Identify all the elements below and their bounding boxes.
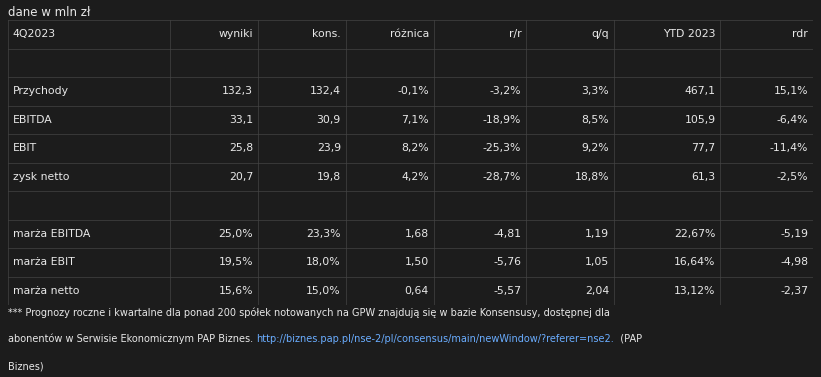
Text: (PAP: (PAP [614,334,642,344]
Text: różnica: różnica [389,29,429,39]
Text: 15,1%: 15,1% [773,86,808,96]
Text: zysk netto: zysk netto [13,172,69,182]
Text: 19,8: 19,8 [317,172,341,182]
Text: -25,3%: -25,3% [483,143,521,153]
Text: marża EBIT: marża EBIT [13,257,75,267]
Text: 25,8: 25,8 [229,143,253,153]
Text: 2,04: 2,04 [585,286,609,296]
Text: rdr: rdr [792,29,808,39]
Text: *** Prognozy roczne i kwartalne dla ponad 200 spółek notowanych na GPW znajdują : *** Prognozy roczne i kwartalne dla pona… [8,307,610,318]
Text: -3,2%: -3,2% [490,86,521,96]
Text: 23,3%: 23,3% [306,229,341,239]
Text: 15,0%: 15,0% [306,286,341,296]
Text: -2,5%: -2,5% [777,172,808,182]
Text: 105,9: 105,9 [685,115,716,125]
Text: 4,2%: 4,2% [401,172,429,182]
Text: -5,19: -5,19 [780,229,808,239]
Text: 8,2%: 8,2% [401,143,429,153]
Text: -5,57: -5,57 [493,286,521,296]
Text: EBITDA: EBITDA [13,115,53,125]
Text: -5,76: -5,76 [493,257,521,267]
Text: 19,5%: 19,5% [218,257,253,267]
Text: 16,64%: 16,64% [674,257,716,267]
Text: 61,3: 61,3 [691,172,716,182]
Text: -4,98: -4,98 [780,257,808,267]
Text: 132,4: 132,4 [310,86,341,96]
Text: -6,4%: -6,4% [777,115,808,125]
Text: 132,3: 132,3 [222,86,253,96]
Text: 9,2%: 9,2% [581,143,609,153]
Text: http://biznes.pap.pl/nse-2/pl/consensus/main/newWindow/?referer=nse2.: http://biznes.pap.pl/nse-2/pl/consensus/… [256,334,614,344]
Text: -28,7%: -28,7% [483,172,521,182]
Text: 3,3%: 3,3% [581,86,609,96]
Text: -2,37: -2,37 [780,286,808,296]
Text: 8,5%: 8,5% [581,115,609,125]
Text: 33,1: 33,1 [229,115,253,125]
Text: EBIT: EBIT [13,143,37,153]
Text: 18,8%: 18,8% [575,172,609,182]
Text: Przychody: Przychody [13,86,69,96]
Text: 7,1%: 7,1% [401,115,429,125]
Text: 1,68: 1,68 [405,229,429,239]
Text: 18,0%: 18,0% [306,257,341,267]
Text: 4Q2023: 4Q2023 [13,29,56,39]
Text: wyniki: wyniki [218,29,253,39]
Text: 0,64: 0,64 [405,286,429,296]
Text: r/r: r/r [509,29,521,39]
Text: q/q: q/q [592,29,609,39]
Text: Biznes): Biznes) [8,361,44,371]
Text: 20,7: 20,7 [229,172,253,182]
Text: dane w mln zł: dane w mln zł [8,6,90,20]
Text: abonentów w Serwisie Ekonomicznym PAP Biznes.: abonentów w Serwisie Ekonomicznym PAP Bi… [8,334,256,344]
Text: 1,05: 1,05 [585,257,609,267]
Text: marża EBITDA: marża EBITDA [13,229,90,239]
Text: -0,1%: -0,1% [397,86,429,96]
Text: 30,9: 30,9 [317,115,341,125]
Text: -11,4%: -11,4% [770,143,808,153]
Text: 23,9: 23,9 [317,143,341,153]
Text: YTD 2023: YTD 2023 [663,29,716,39]
Text: kons.: kons. [312,29,341,39]
Text: -4,81: -4,81 [493,229,521,239]
Text: 13,12%: 13,12% [674,286,716,296]
Text: 1,19: 1,19 [585,229,609,239]
Text: 1,50: 1,50 [405,257,429,267]
Text: -18,9%: -18,9% [483,115,521,125]
Text: 77,7: 77,7 [691,143,716,153]
Text: 15,6%: 15,6% [218,286,253,296]
Text: 25,0%: 25,0% [218,229,253,239]
Text: 467,1: 467,1 [685,86,716,96]
Text: 22,67%: 22,67% [674,229,716,239]
Text: marża netto: marża netto [13,286,80,296]
